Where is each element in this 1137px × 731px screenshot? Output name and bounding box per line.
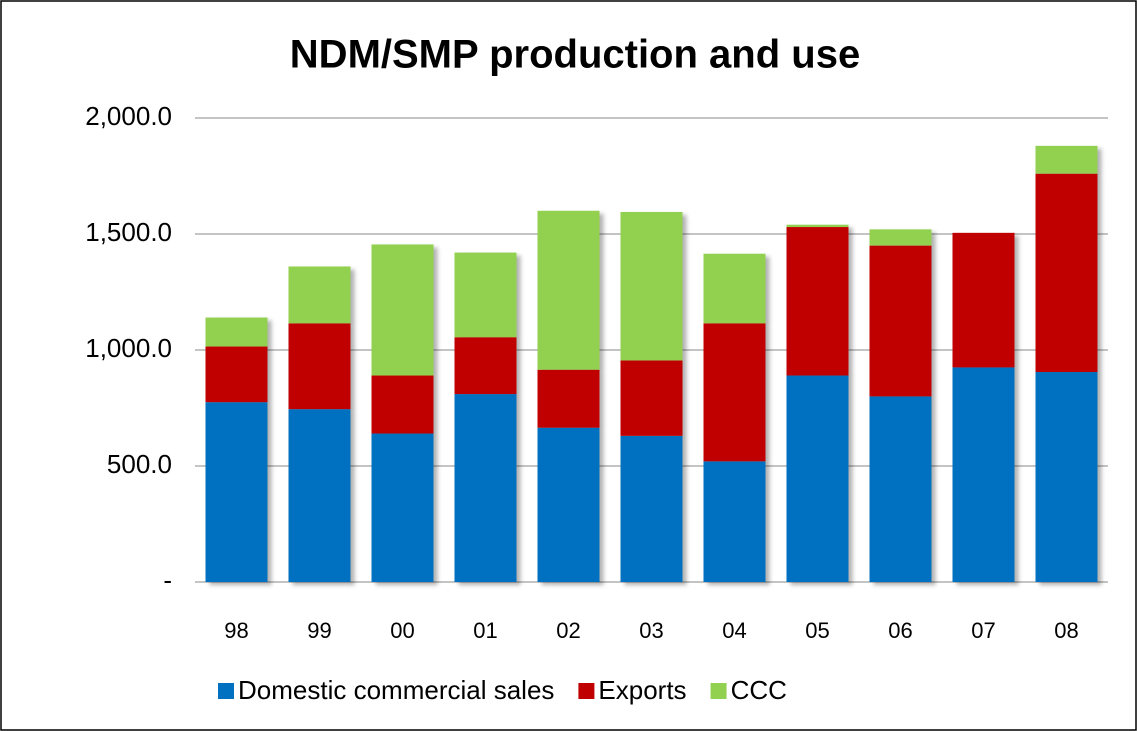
bar-segment bbox=[454, 252, 517, 338]
bar-segment bbox=[205, 317, 268, 347]
bar-segment bbox=[620, 435, 683, 582]
bar-segment bbox=[952, 232, 1015, 368]
y-tick-label: 500.0 bbox=[107, 449, 172, 479]
bar-segment bbox=[703, 253, 766, 324]
bar-segment bbox=[1035, 145, 1098, 174]
legend-label: CCC bbox=[731, 675, 787, 705]
bar-stack bbox=[288, 266, 351, 582]
bar-stack bbox=[537, 210, 600, 582]
bar-segment bbox=[786, 224, 849, 228]
x-tick-label: 01 bbox=[473, 618, 497, 643]
legend-swatch bbox=[578, 683, 595, 699]
bar-segment bbox=[869, 396, 932, 582]
bar-segment bbox=[869, 229, 932, 246]
bar-segment bbox=[703, 323, 766, 462]
x-tick-label: 06 bbox=[888, 618, 912, 643]
bar-segment bbox=[205, 346, 268, 403]
bar-segment bbox=[786, 227, 849, 376]
x-tick-label: 07 bbox=[971, 618, 995, 643]
legend-swatch bbox=[710, 683, 727, 699]
y-tick-label: 2,000.0 bbox=[85, 101, 172, 131]
y-tick-label: 1,500.0 bbox=[85, 217, 172, 247]
y-tick-label: 1,000.0 bbox=[85, 333, 172, 363]
bar-segment bbox=[786, 375, 849, 582]
bar-stack bbox=[371, 244, 434, 582]
bar-stack bbox=[786, 224, 849, 582]
bar-segment bbox=[1035, 173, 1098, 373]
x-tick-label: 00 bbox=[390, 618, 414, 643]
bar-segment bbox=[620, 360, 683, 436]
x-tick-label: 05 bbox=[805, 618, 829, 643]
y-tick-label: - bbox=[163, 565, 172, 595]
bar-segment bbox=[288, 323, 351, 410]
legend-label: Domestic commercial sales bbox=[238, 675, 554, 705]
bar-stack bbox=[1035, 145, 1098, 582]
bar-segment bbox=[454, 394, 517, 582]
bar-segment bbox=[1035, 372, 1098, 582]
bar-stack bbox=[952, 232, 1015, 582]
bar-segment bbox=[288, 266, 351, 324]
bar-stack bbox=[869, 229, 932, 582]
bar-segment bbox=[537, 369, 600, 428]
legend-swatch bbox=[218, 683, 234, 699]
bar-stack bbox=[454, 252, 517, 582]
x-tick-label: 08 bbox=[1054, 618, 1078, 643]
bar-segment bbox=[952, 367, 1015, 582]
x-tick-label: 02 bbox=[556, 618, 580, 643]
x-tick-label: 99 bbox=[307, 618, 331, 643]
bar-segment bbox=[288, 409, 351, 582]
bar-segment bbox=[205, 402, 268, 582]
bar-segment bbox=[371, 244, 434, 376]
chart-title: NDM/SMP production and use bbox=[290, 33, 860, 77]
bar-segment bbox=[620, 211, 683, 361]
bar-segment bbox=[537, 210, 600, 370]
bar-segment bbox=[371, 375, 434, 434]
bar-segment bbox=[454, 337, 517, 395]
bar-segment bbox=[371, 433, 434, 582]
x-tick-label: 03 bbox=[639, 618, 663, 643]
bar-segment bbox=[869, 245, 932, 397]
bar-stack bbox=[703, 253, 766, 582]
x-tick-label: 98 bbox=[224, 618, 248, 643]
legend-label: Exports bbox=[598, 675, 686, 705]
bar-stack bbox=[205, 317, 268, 582]
bar-segment bbox=[537, 427, 600, 582]
bar-segment bbox=[703, 461, 766, 582]
bar-stack bbox=[620, 211, 683, 582]
x-tick-label: 04 bbox=[722, 618, 746, 643]
